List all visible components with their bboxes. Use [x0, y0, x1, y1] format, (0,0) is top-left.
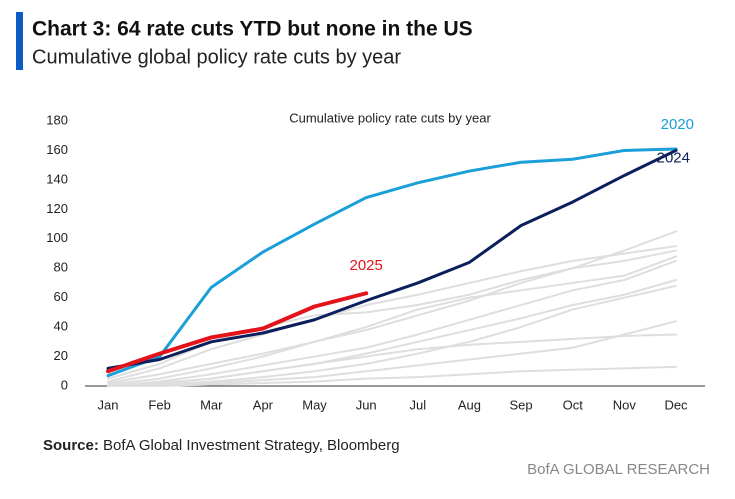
- background-line: [107, 320, 677, 387]
- series-label: 2020: [661, 116, 694, 133]
- background-line: [107, 249, 677, 385]
- background-line: [107, 245, 677, 383]
- y-tick-label: 140: [46, 171, 68, 186]
- x-tick-label: Mar: [200, 397, 223, 412]
- y-tick-label: 0: [61, 377, 68, 392]
- x-tick-label: Feb: [148, 397, 170, 412]
- x-tick-label: Sep: [510, 397, 533, 412]
- x-tick-label: Jun: [356, 397, 377, 412]
- footer: BofA GLOBAL RESEARCH: [527, 461, 710, 478]
- x-tick-label: Jul: [410, 397, 427, 412]
- y-tick-label: 100: [46, 230, 68, 245]
- chart-subtitle: Cumulative global policy rate cuts by ye…: [32, 46, 401, 68]
- x-tick-label: May: [302, 397, 327, 412]
- series-line: [106, 291, 369, 374]
- y-tick-label: 120: [46, 201, 68, 216]
- series-label: 2025: [349, 257, 382, 274]
- x-tick-label: Aug: [458, 397, 481, 412]
- plot-title: Cumulative policy rate cuts by year: [289, 110, 491, 125]
- series-line: [106, 148, 678, 370]
- x-tick-label: Oct: [563, 397, 584, 412]
- source-text: BofA Global Investment Strategy, Bloombe…: [103, 437, 400, 454]
- chart-title: Chart 3: 64 rate cuts YTD but none in th…: [32, 18, 473, 41]
- background-line: [107, 255, 677, 386]
- series-line: [106, 147, 678, 378]
- source: Source: BofA Global Investment Strategy,…: [43, 437, 400, 454]
- y-tick-label: 80: [54, 260, 68, 275]
- background-line: [107, 365, 677, 387]
- y-tick-label: 20: [54, 348, 68, 363]
- x-tick-label: Apr: [253, 397, 274, 412]
- series-label: 2024: [657, 149, 690, 166]
- x-tick-label: Nov: [613, 397, 637, 412]
- y-tick-label: 60: [54, 289, 68, 304]
- y-tick-label: 180: [46, 112, 68, 127]
- background-line: [107, 259, 677, 387]
- x-tick-label: Jan: [98, 397, 119, 412]
- background-line: [107, 284, 677, 387]
- x-tick-label: Dec: [664, 397, 688, 412]
- y-tick-label: 160: [46, 142, 68, 157]
- title-bar: [16, 12, 23, 70]
- y-tick-label: 40: [54, 319, 68, 334]
- background-line: [107, 333, 677, 387]
- source-label: Source:: [43, 437, 99, 454]
